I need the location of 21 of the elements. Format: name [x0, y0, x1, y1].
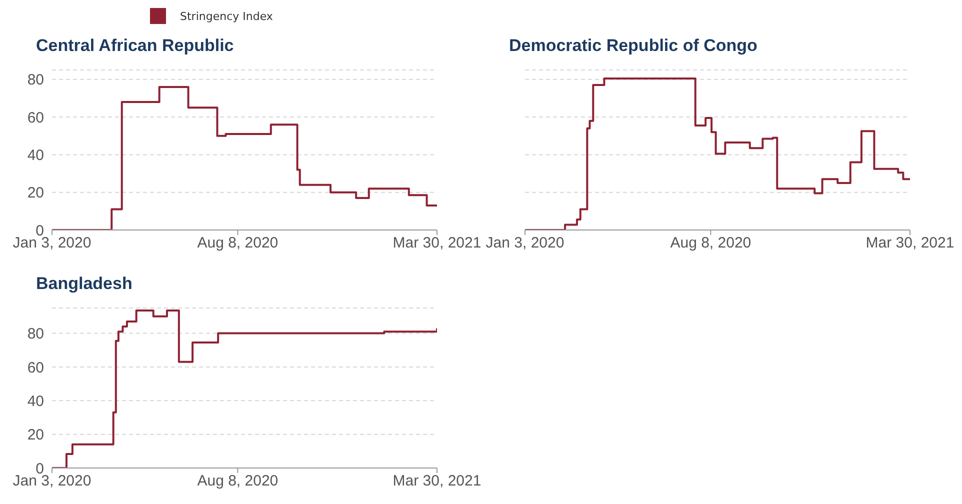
x-tick-label: Jan 3, 2020: [12, 234, 92, 252]
x-tick-label: Aug 8, 2020: [670, 234, 752, 252]
x-tick-label: Jan 3, 2020: [12, 472, 92, 490]
y-tick-label: 80: [27, 72, 44, 89]
y-tick-label: 40: [27, 147, 44, 164]
x-tick-label: Mar 30, 2021: [392, 472, 482, 490]
y-tick-label: 20: [27, 426, 44, 444]
y-tick-label: 60: [27, 359, 44, 376]
x-tick-label: Aug 8, 2020: [197, 472, 278, 490]
chart-title: Central African Republic: [36, 36, 235, 57]
x-tick-label: Mar 30, 2021: [866, 234, 954, 252]
x-tick-label: Aug 8, 2020: [197, 234, 278, 252]
y-tick-label: 40: [27, 392, 44, 410]
y-tick-label: 60: [27, 109, 44, 126]
chart-title: Democratic Republic of Congo: [509, 36, 758, 57]
legend-label: Stringency Index: [179, 8, 273, 24]
y-tick-label: 20: [27, 184, 44, 202]
x-tick-label: Mar 30, 2021: [392, 234, 482, 252]
chart-title: Bangladesh: [36, 274, 134, 295]
y-tick-label: 80: [27, 326, 44, 343]
x-tick-label: Jan 3, 2020: [486, 234, 564, 252]
